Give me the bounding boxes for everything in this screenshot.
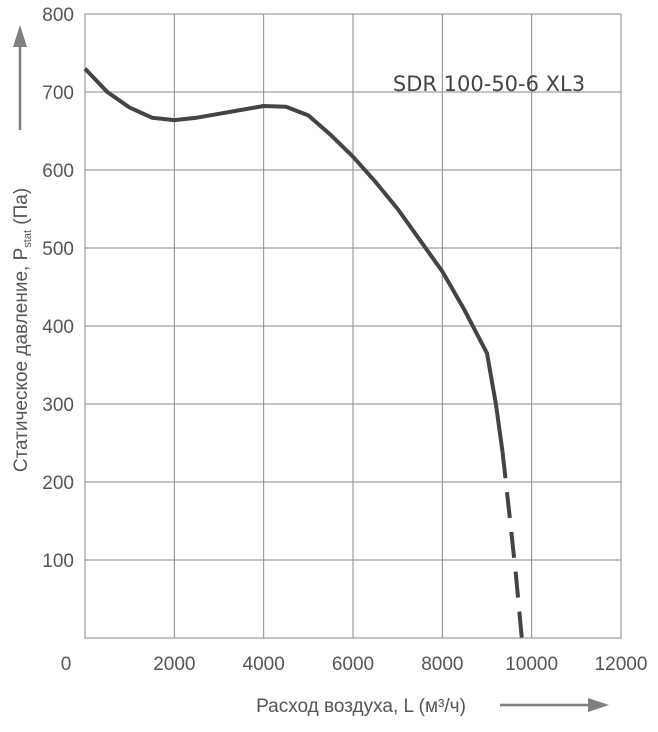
chart-tick-labels: 0 2000 4000 6000 8000 10000 12000 100 200 300 400 5… xyxy=(42,5,647,675)
y-tick-label: 300 xyxy=(42,395,74,416)
y-axis-arrow-head xyxy=(13,25,27,47)
x-tick-label: 4000 xyxy=(243,654,285,675)
y-axis-title-prefix: Статическое давление, P xyxy=(11,248,32,472)
y-tick-label: 700 xyxy=(42,83,74,104)
x-tick-label: 12000 xyxy=(595,654,648,675)
x-axis-title: Расход воздуха, L (м³/ч) xyxy=(256,696,466,717)
x-axis-arrow-head xyxy=(588,698,609,712)
model-label: SDR 100-50-6 XL3 xyxy=(393,72,585,96)
x-tick-label: 8000 xyxy=(421,654,463,675)
y-tick-label: 500 xyxy=(42,239,74,260)
y-tick-label: 200 xyxy=(42,473,74,494)
y-tick-label: 600 xyxy=(42,161,74,182)
y-axis-title-subscript: stat xyxy=(22,230,34,248)
curve-dashed-segment xyxy=(500,452,524,639)
curve-solid-segment xyxy=(83,67,505,453)
y-tick-label: 100 xyxy=(42,551,74,572)
x-tick-label: 6000 xyxy=(332,654,374,675)
x-tick-label: 2000 xyxy=(153,654,195,675)
chart-grid xyxy=(84,13,622,639)
y-axis-title: Статическое давление, Pstat (Па) xyxy=(11,188,34,472)
y-tick-label: 800 xyxy=(42,5,74,26)
y-tick-label: 400 xyxy=(42,317,74,338)
chart-curves xyxy=(83,67,524,639)
x-tick-label: 0 xyxy=(61,654,72,675)
x-tick-label: 10000 xyxy=(505,654,558,675)
y-axis-title-suffix: (Па) xyxy=(11,188,32,230)
